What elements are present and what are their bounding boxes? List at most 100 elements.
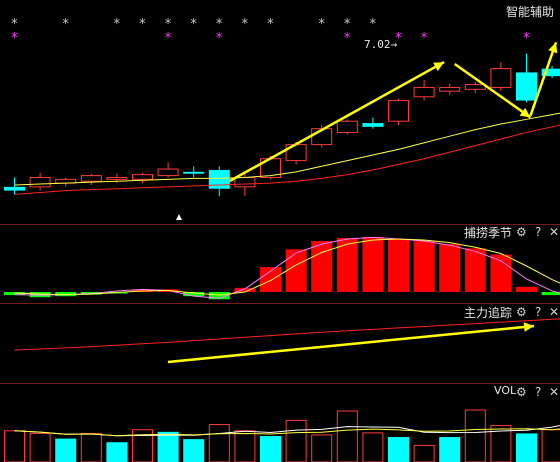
oscillator-bar <box>362 236 384 292</box>
candle-body-up <box>106 176 128 180</box>
candle-body-up <box>336 120 358 133</box>
trend-arrow-up-head <box>433 62 445 72</box>
candle-body-up <box>132 174 153 180</box>
divider-main <box>0 224 560 225</box>
candle-body-up <box>157 168 179 177</box>
oscillator-bar <box>234 287 256 292</box>
oscillator-bar <box>311 241 333 292</box>
signal-star-icon: * <box>215 31 224 46</box>
candle-body-down <box>362 123 384 127</box>
trend-arrow-up <box>228 60 445 183</box>
signal-star-icon: * <box>112 17 121 32</box>
candle-body-down <box>516 72 537 101</box>
main-chart-title: 智能辅助 <box>505 5 554 19</box>
marker-triangle-icon <box>176 214 182 220</box>
candle-body-up <box>80 175 102 182</box>
settings-gear-icon[interactable]: ⚙ <box>516 385 527 399</box>
help-icon[interactable]: ? <box>535 385 542 399</box>
candle-body-up <box>29 176 51 188</box>
volume-bar-down <box>516 433 537 462</box>
signal-star-icon: * <box>522 31 531 46</box>
settings-gear-icon[interactable]: ⚙ <box>516 225 527 239</box>
volume-ma-slow <box>14 428 560 437</box>
oscillator-bar <box>464 248 486 292</box>
signal-star-icon: * <box>138 17 147 32</box>
volume-bar-up <box>490 425 512 462</box>
candle-body-down <box>183 171 205 174</box>
volume-bar-up <box>4 430 25 462</box>
oscillator-bar <box>490 254 512 292</box>
close-icon[interactable]: ✕ <box>549 385 560 399</box>
candle-body-up <box>490 68 512 88</box>
oscillator-bar <box>439 244 461 292</box>
trend-arrow-down-head <box>519 107 531 118</box>
volume-bar-up <box>29 432 51 462</box>
close-icon[interactable]: ✕ <box>549 225 560 239</box>
signal-star-icon: * <box>215 17 224 32</box>
ma-fast-line <box>14 112 560 186</box>
volume-bar-down <box>439 437 461 462</box>
indicator-title-vol: VOL <box>494 384 517 397</box>
volume-bar-up <box>311 434 333 462</box>
oscillator-bar <box>541 292 560 296</box>
help-icon[interactable]: ? <box>535 305 542 319</box>
oscillator-bar <box>516 286 537 292</box>
price-annotation: 7.02→ <box>364 38 397 51</box>
indicator-title-main-tracking: 主力追踪 <box>464 306 513 320</box>
candle-body-up <box>439 86 461 92</box>
volume-bar-down <box>106 442 128 462</box>
oscillator-bar <box>260 267 281 292</box>
divider-2 <box>0 303 560 304</box>
signal-star-icon: * <box>343 17 352 32</box>
volume-bar-up <box>132 429 153 462</box>
volume-bar-down <box>260 436 281 462</box>
signal-star-icon: * <box>10 31 19 46</box>
signal-star-icon: * <box>343 31 352 46</box>
candle-body-up <box>234 176 256 188</box>
oscillator-bar <box>55 292 77 297</box>
volume-bar-down <box>388 437 409 462</box>
volume-bar-down <box>55 438 77 462</box>
oscillator-bar <box>285 249 307 292</box>
volume-bar-up <box>285 419 307 462</box>
volume-bar-up <box>336 410 358 462</box>
signal-star-icon: * <box>164 17 172 32</box>
candle-body-up <box>464 84 486 90</box>
main-force-arrow-head <box>523 322 534 332</box>
candle-body-down <box>4 186 25 191</box>
candle-body-down <box>208 169 230 189</box>
volume-bar-up <box>464 409 486 462</box>
settings-gear-icon[interactable]: ⚙ <box>516 305 527 319</box>
oscillator-bar <box>4 292 25 296</box>
indicator-title-bulao: 捕捞季节 <box>464 226 513 240</box>
volume-bar-up <box>80 432 102 462</box>
volume-bar-down <box>183 439 205 462</box>
signal-star-icon: * <box>317 17 326 32</box>
price-annotation-value: 7.02 <box>364 38 391 51</box>
candle-body-up <box>388 100 409 122</box>
oscillator-bar <box>388 238 409 292</box>
signal-star-icon: * <box>394 31 403 46</box>
signal-star-icon: * <box>266 17 275 32</box>
oscillator-slow-line <box>14 238 560 296</box>
volume-bar-up <box>234 430 256 462</box>
volume-bar-up <box>413 444 435 462</box>
help-icon[interactable]: ? <box>535 225 542 239</box>
oscillator-bar <box>183 292 205 297</box>
signal-star-icon: * <box>240 17 249 32</box>
signal-star-icon: * <box>164 31 172 46</box>
oscillator-bar <box>336 237 358 292</box>
candle-body-down <box>541 68 560 77</box>
signal-star-icon: * <box>420 31 428 46</box>
oscillator-bar <box>208 292 230 300</box>
trend-arrow-down <box>453 62 532 119</box>
main-force-line <box>14 318 560 351</box>
signal-star-icon: * <box>10 17 19 32</box>
close-icon[interactable]: ✕ <box>549 305 560 319</box>
volume-bar-up <box>541 429 560 462</box>
divider-3 <box>0 383 560 384</box>
trend-arrow-rebound-head <box>548 42 558 54</box>
oscillator-bar <box>29 292 51 298</box>
oscillator-bar <box>413 241 435 292</box>
